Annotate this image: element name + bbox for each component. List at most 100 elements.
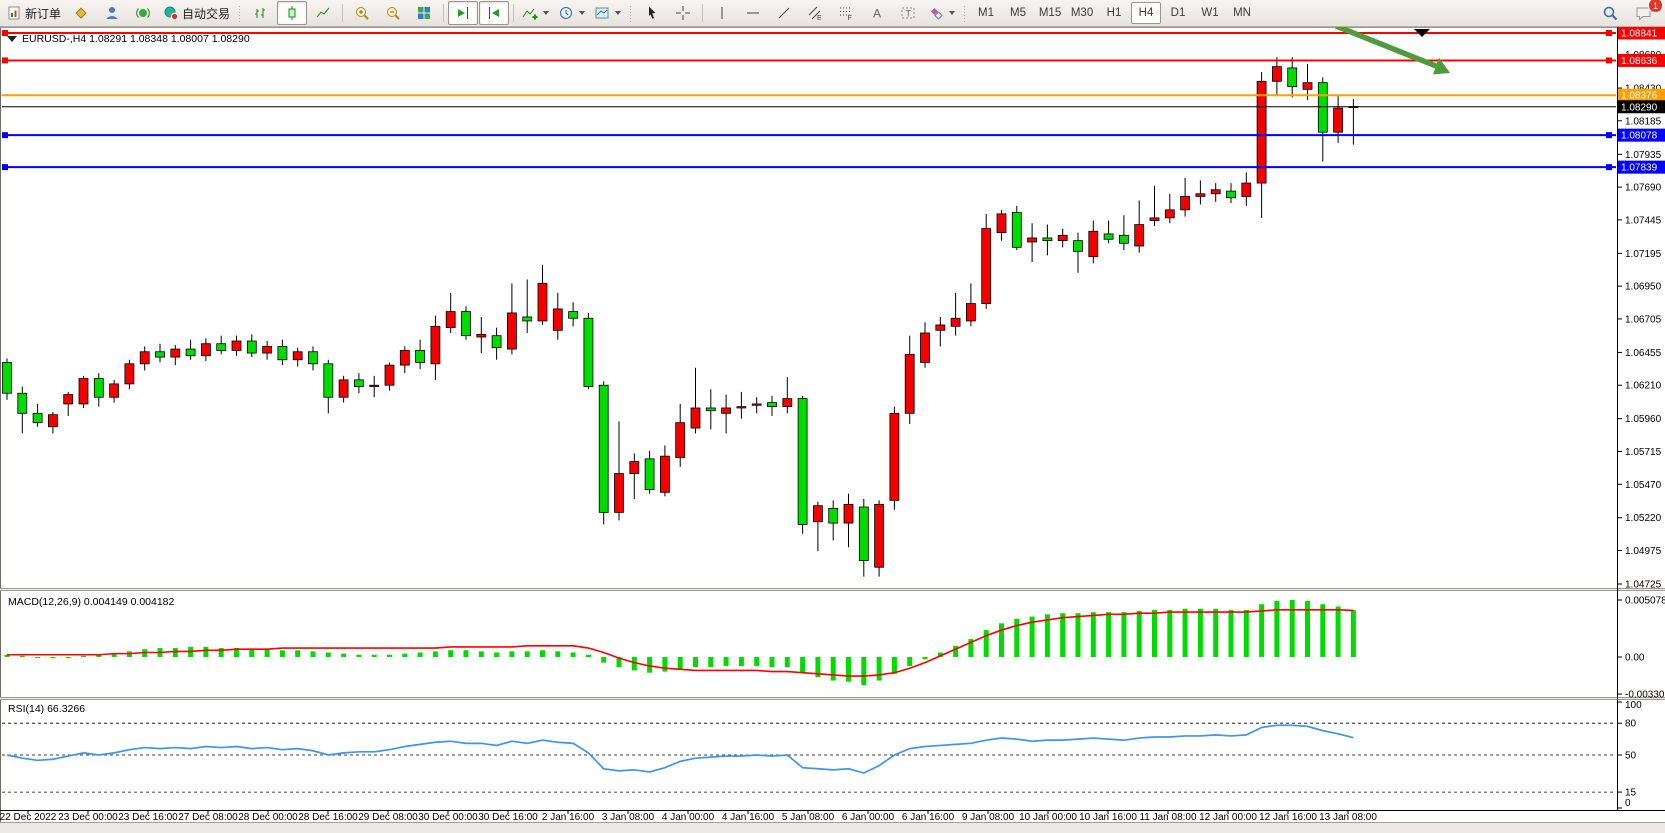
candle-bull — [1088, 230, 1099, 258]
timeframe-m1-button[interactable]: M1 — [978, 7, 995, 19]
macd-histogram-bar — [1259, 604, 1265, 657]
periods-icon — [560, 7, 573, 19]
macd-signal-line — [7, 609, 1354, 677]
auto-scroll-button[interactable] — [448, 1, 479, 25]
candle-bear — [185, 348, 196, 357]
hline-handle[interactable] — [1606, 164, 1612, 171]
time-label: 4 Jan 16:00 — [722, 812, 775, 823]
candle-bear — [828, 507, 839, 524]
text-button[interactable]: A — [862, 1, 892, 25]
bar-chart-button[interactable] — [246, 1, 276, 25]
new-order-icon — [8, 6, 20, 20]
macd-histogram-bar — [50, 657, 56, 659]
periods-button[interactable] — [554, 1, 589, 25]
annotation-arrow-line[interactable] — [1334, 23, 1438, 69]
search-button[interactable] — [1595, 1, 1625, 25]
candle-bear — [644, 458, 655, 491]
templates-button[interactable] — [590, 1, 625, 25]
fibonacci-button[interactable]: F — [831, 1, 861, 25]
time-label: 27 Dec 08:00 — [178, 812, 238, 823]
candlestick-button[interactable] — [277, 1, 308, 25]
candle-bull — [1241, 182, 1252, 197]
autotrading-button[interactable]: 自动交易 — [159, 1, 234, 25]
time-label: 5 Jan 08:00 — [782, 812, 835, 823]
timeframe-d1-button[interactable]: D1 — [1170, 7, 1186, 19]
macd-histogram-bar — [784, 657, 790, 668]
macd-histogram-bar — [937, 652, 943, 657]
broadcast-button[interactable] — [128, 1, 158, 25]
label-icon: T — [901, 7, 915, 19]
tile-windows-icon — [418, 7, 431, 19]
candle-bull — [675, 422, 686, 458]
timeframe-w1-button[interactable]: W1 — [1201, 7, 1219, 19]
line-chart-icon — [316, 7, 330, 18]
hline-handle[interactable] — [1606, 57, 1612, 64]
vertical-line-button[interactable] — [707, 1, 737, 25]
rsi-tick-label: 0 — [1625, 798, 1631, 809]
hline-handle[interactable] — [2, 132, 8, 139]
macd-histogram-bar — [738, 657, 744, 666]
timeframe-h1-button[interactable]: H1 — [1106, 7, 1122, 19]
candle-bear — [277, 345, 288, 361]
toolbar-separator — [702, 4, 704, 22]
hline-handle[interactable] — [2, 164, 8, 171]
cursor-button[interactable] — [637, 1, 667, 25]
chart-shift-button[interactable] — [479, 1, 510, 25]
label-button[interactable]: T — [893, 1, 923, 25]
timeframe-mn-button[interactable]: MN — [1233, 7, 1251, 19]
pane-separator[interactable] — [0, 697, 1665, 700]
timeframe-m15-button[interactable]: M15 — [1038, 7, 1062, 19]
timeframe-m30-button[interactable]: M30 — [1070, 7, 1094, 19]
price-tick-label: 1.06705 — [1625, 314, 1662, 325]
candle-bear — [1103, 233, 1114, 240]
crosshair-button[interactable] — [668, 1, 698, 25]
chat-button[interactable]: 1 — [1629, 0, 1663, 25]
horizontal-line-icon — [747, 12, 760, 14]
cursor-icon — [649, 6, 656, 19]
pane-separator[interactable] — [0, 588, 1665, 591]
shift-marker-icon[interactable] — [1414, 29, 1430, 37]
candle-bear — [353, 379, 364, 387]
candle-bull — [552, 308, 563, 331]
timeframe-h4-button[interactable]: H4 — [1131, 2, 1162, 24]
macd-histogram-bar — [1320, 604, 1326, 657]
macd-histogram-bar — [310, 651, 316, 657]
new-order-button[interactable]: 新订单 — [2, 1, 65, 25]
time-label: 28 Dec 16:00 — [298, 812, 358, 823]
hline-handle[interactable] — [2, 57, 8, 64]
mql-wizard-button[interactable] — [66, 1, 96, 25]
annotation-arrow-head[interactable] — [1433, 57, 1450, 75]
macd-histogram-bar — [1228, 609, 1234, 657]
line-chart-button[interactable] — [308, 1, 338, 25]
horizontal-line-button[interactable] — [738, 1, 768, 25]
indicators-button[interactable] — [518, 1, 553, 25]
channel-button[interactable]: E — [800, 1, 830, 25]
candle-bear — [568, 311, 578, 319]
macd-histogram-bar — [1152, 609, 1157, 657]
timeframe-group: M1 M5 M15 M30 H1 H4 D1 W1 MN — [971, 2, 1257, 24]
price-tick-label: 1.06455 — [1625, 348, 1662, 359]
price-tick-label: 1.05715 — [1625, 447, 1662, 458]
candle-bull — [736, 406, 747, 409]
zoom-out-button[interactable] — [378, 1, 408, 25]
tile-windows-button[interactable] — [409, 1, 439, 25]
profile-button[interactable] — [97, 1, 127, 25]
macd-histogram-bar — [356, 654, 362, 657]
candle-bear — [1011, 212, 1022, 248]
zoom-in-button[interactable] — [347, 1, 377, 25]
macd-histogram-bar — [432, 651, 438, 657]
chart-title: EURUSD-,H4 1.08291 1.08348 1.08007 1.082… — [22, 33, 250, 45]
hline-handle[interactable] — [2, 30, 8, 36]
text-icon: A — [873, 7, 881, 21]
macd-histogram-bar — [371, 654, 377, 657]
hline-handle[interactable] — [1606, 132, 1612, 139]
shapes-button[interactable] — [924, 1, 959, 25]
candle-bear — [17, 392, 28, 414]
candle-bull — [369, 384, 380, 387]
trendline-button[interactable] — [769, 1, 799, 25]
hline-handle[interactable] — [1606, 30, 1612, 36]
timeframe-m5-button[interactable]: M5 — [1010, 7, 1027, 19]
title-collapse-icon[interactable] — [7, 36, 17, 42]
